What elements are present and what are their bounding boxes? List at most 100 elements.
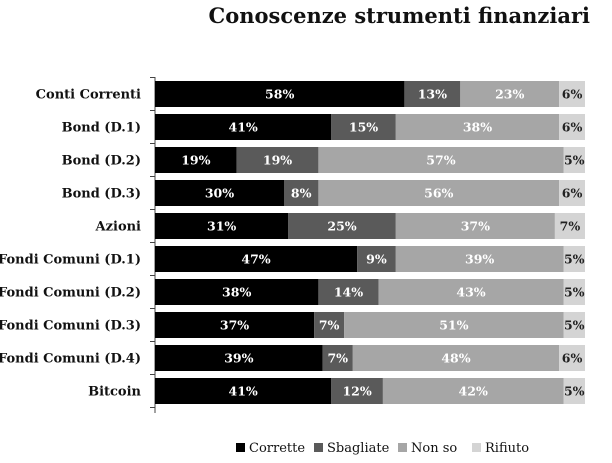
data-label: 39%	[465, 252, 494, 267]
legend-swatch	[472, 443, 481, 452]
category-label: Conti Correnti	[36, 88, 141, 103]
data-label: 6%	[562, 87, 583, 102]
data-label: 5%	[564, 318, 585, 333]
bar-segment	[559, 180, 585, 206]
category-label: Fondi Comuni (D.1)	[0, 253, 141, 268]
bar-segment	[318, 180, 560, 206]
category-label: Fondi Comuni (D.2)	[0, 286, 141, 301]
data-label: 12%	[342, 384, 371, 399]
data-label: 47%	[241, 252, 270, 267]
data-label: 43%	[456, 285, 485, 300]
category-label: Bitcoin	[88, 385, 141, 400]
data-label: 41%	[229, 384, 258, 399]
legend: Corrette Sbagliate Non so Rifiuto	[236, 441, 529, 456]
category-label: Bond (D.2)	[62, 154, 141, 169]
y-axis-ticks	[150, 77, 155, 408]
bar-segment	[563, 246, 585, 272]
bar-segment	[155, 246, 358, 272]
data-label: 38%	[222, 285, 251, 300]
category-label: Fondi Comuni (D.4)	[0, 352, 141, 367]
bar-segment	[331, 114, 396, 140]
data-label: 25%	[327, 219, 356, 234]
bar-segment	[559, 81, 585, 107]
bar-segment	[395, 213, 555, 239]
bar-segment	[344, 312, 564, 338]
data-label: 5%	[564, 252, 585, 267]
bar-segment	[563, 147, 585, 173]
bar-segment	[378, 279, 564, 305]
data-label: 9%	[366, 252, 387, 267]
bar-segment	[563, 312, 585, 338]
bar-segment	[559, 114, 585, 140]
data-label: 48%	[441, 351, 470, 366]
bar-segment	[155, 114, 332, 140]
legend-label: Sbagliate	[327, 441, 390, 456]
data-label: 38%	[463, 120, 492, 135]
data-label: 7%	[319, 318, 340, 333]
bar-segment	[236, 147, 319, 173]
bar-segment	[395, 114, 560, 140]
category-labels: Conti Correnti Bond (D.1) Bond (D.2) Bond (…	[0, 88, 142, 400]
bar-segment	[288, 213, 396, 239]
data-label: 39%	[224, 351, 253, 366]
data-label: 15%	[349, 120, 378, 135]
legend-swatch	[314, 443, 323, 452]
bar-segment	[318, 279, 379, 305]
data-label: 19%	[181, 153, 210, 168]
data-label: 42%	[459, 384, 488, 399]
bar-segment	[331, 378, 383, 404]
data-label: 13%	[418, 87, 447, 102]
bar-segment	[155, 312, 315, 338]
data-label: 37%	[220, 318, 249, 333]
data-label: 14%	[334, 285, 363, 300]
bar-segment	[155, 213, 289, 239]
bar-segment	[563, 279, 585, 305]
data-label: 5%	[564, 285, 585, 300]
bar-segment	[322, 345, 353, 371]
legend-label: Non so	[411, 441, 457, 456]
bar-segment	[155, 345, 323, 371]
bar-segment	[155, 279, 319, 305]
data-label: 5%	[564, 384, 585, 399]
data-label: 56%	[424, 186, 453, 201]
bar-segment	[318, 147, 564, 173]
bars: 58% 13% 23% 6% 41% 15% 38% 6% 19% 19% 57% 5% 30% 8% 56…	[155, 81, 585, 404]
data-label: 23%	[495, 87, 524, 102]
category-label: Fondi Comuni (D.3)	[0, 319, 141, 334]
legend-swatch	[398, 443, 407, 452]
data-label: 6%	[562, 351, 583, 366]
data-label: 37%	[461, 219, 490, 234]
data-label: 30%	[205, 186, 234, 201]
bar-segment	[382, 378, 564, 404]
bar-segment	[155, 147, 237, 173]
data-label: 19%	[263, 153, 292, 168]
data-label: 6%	[562, 120, 583, 135]
data-label: 8%	[291, 186, 312, 201]
bar-segment	[155, 378, 332, 404]
data-label: 6%	[562, 186, 583, 201]
bar-segment	[559, 345, 585, 371]
data-label: 7%	[327, 351, 348, 366]
bar-segment	[404, 81, 461, 107]
legend-swatch	[236, 443, 245, 452]
data-label: 41%	[229, 120, 258, 135]
data-label: 51%	[439, 318, 468, 333]
bar-segment	[155, 81, 405, 107]
legend-label: Rifiuto	[485, 441, 529, 456]
bar-segment	[563, 378, 585, 404]
bar-segment	[352, 345, 560, 371]
bar-segment	[314, 312, 345, 338]
data-label: 31%	[207, 219, 236, 234]
bar-segment	[357, 246, 396, 272]
category-label: Azioni	[95, 220, 142, 235]
data-label: 7%	[560, 219, 581, 234]
bar-segment	[284, 180, 319, 206]
chart-title: Conoscenze strumenti finanziari	[209, 3, 591, 28]
data-label: 58%	[265, 87, 294, 102]
category-label: Bond (D.3)	[62, 187, 141, 202]
legend-label: Corrette	[249, 441, 305, 456]
data-label: 5%	[564, 153, 585, 168]
bar-segment	[395, 246, 564, 272]
bar-segment	[460, 81, 560, 107]
